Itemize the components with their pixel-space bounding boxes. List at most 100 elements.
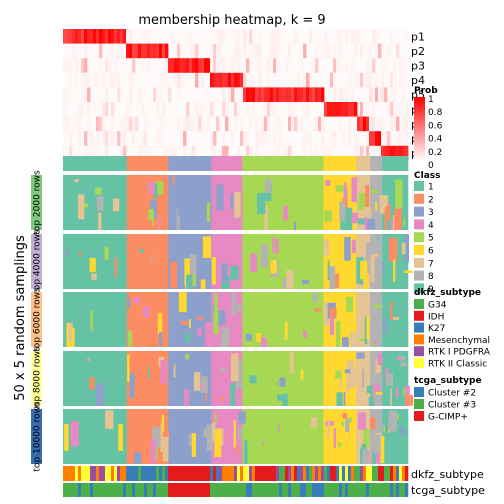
prob-cell	[261, 87, 265, 102]
tcga-mark	[261, 483, 265, 497]
dkfz-mark	[132, 466, 136, 481]
dkfz-legend-swatch	[414, 310, 424, 321]
prob-cell	[201, 58, 205, 73]
prob-cell	[330, 145, 334, 161]
sampling-noise	[230, 193, 234, 210]
prob-cell	[114, 72, 118, 88]
tcga-bar-label: tcga_subtype	[411, 484, 485, 497]
dkfz-legend-label: Mesenchymal	[428, 336, 490, 346]
prob-cell	[69, 29, 73, 44]
prob-cell	[384, 145, 388, 161]
prob-cell	[75, 72, 79, 88]
prob-cell	[390, 145, 394, 161]
tcga-mark	[186, 483, 190, 497]
dkfz-mark	[258, 466, 262, 481]
prob-cell	[270, 87, 274, 102]
prob-cell	[66, 87, 70, 102]
dkfz-mark	[177, 466, 181, 481]
prob-cell	[234, 116, 238, 132]
tcga-mark	[63, 483, 67, 497]
prob-cell	[96, 116, 100, 132]
sampling-noise	[370, 316, 379, 342]
sampling-noise	[129, 373, 135, 398]
sampling-noise	[375, 359, 381, 373]
tcga-mark	[351, 483, 355, 497]
prob-cell	[237, 43, 241, 59]
prob-cell	[195, 58, 199, 73]
class-segment-7	[356, 156, 371, 171]
sampling-noise	[161, 414, 165, 436]
sampling-noise	[358, 218, 366, 225]
sampling-noise	[386, 203, 391, 221]
sampling-noise	[152, 427, 161, 448]
prob-cell	[78, 102, 82, 117]
prob-cell	[111, 43, 115, 59]
sampling-noise	[214, 412, 217, 425]
prob-cell	[117, 29, 121, 44]
sampling-noise	[351, 239, 356, 254]
prob-cell	[255, 43, 259, 59]
prob-cell	[357, 116, 361, 132]
prob-cell	[279, 116, 283, 132]
dkfz-mark	[369, 466, 373, 481]
dkfz-mark	[228, 466, 232, 481]
prob-cell	[246, 58, 250, 73]
prob-cell	[216, 43, 220, 59]
prob-cell	[87, 29, 91, 44]
dkfz-mark	[204, 466, 208, 481]
prob-cell	[303, 72, 307, 88]
sampling-noise	[358, 193, 367, 211]
dkfz-mark	[384, 466, 388, 481]
prob-cell	[111, 131, 115, 146]
prob-cell	[249, 29, 253, 44]
prob-cell	[102, 131, 106, 146]
tcga-mark	[354, 483, 358, 497]
sampling-noise	[235, 446, 239, 455]
prob-cell	[363, 116, 367, 132]
prob-cell	[135, 116, 139, 132]
prob-cell	[243, 72, 247, 88]
prob-cell	[384, 87, 388, 102]
prob-cell	[387, 43, 391, 59]
prob-cell	[237, 87, 241, 102]
prob-cell	[336, 29, 340, 44]
prob-cell	[333, 72, 337, 88]
prob-cell	[237, 58, 241, 73]
prob-tick-label: 0.2	[428, 148, 442, 158]
sampling-noise	[98, 212, 102, 230]
prob-cell	[390, 29, 394, 44]
prob-row-label: p1	[411, 30, 425, 43]
prob-cell	[291, 87, 295, 102]
sampling-noise	[345, 417, 350, 442]
tcga-mark	[198, 483, 202, 497]
prob-cell	[351, 29, 355, 44]
prob-tick-label: 0.4	[428, 135, 443, 145]
prob-cell	[228, 72, 232, 88]
sampling-noise	[150, 439, 156, 464]
prob-cell	[396, 116, 400, 132]
prob-cell	[207, 116, 211, 132]
sampling-noise	[357, 294, 365, 314]
prob-cell	[219, 43, 223, 59]
prob-cell	[237, 145, 241, 161]
y-axis-label: 50 x 5 random samplings	[13, 235, 28, 401]
prob-cell	[210, 131, 214, 146]
prob-cell	[183, 116, 187, 132]
prob-cell	[159, 87, 163, 102]
prob-cell	[276, 116, 280, 132]
sampling-noise	[303, 330, 307, 338]
tcga-mark	[129, 483, 133, 497]
sampling-noise	[386, 198, 390, 201]
tcga-mark	[153, 483, 157, 497]
prob-cell	[159, 72, 163, 88]
sampling-noise	[111, 337, 120, 347]
prob-cell	[222, 29, 226, 44]
prob-cell	[165, 43, 169, 59]
sampling-noise	[155, 312, 163, 334]
dkfz-mark	[405, 466, 409, 481]
prob-cell	[222, 58, 226, 73]
prob-cell	[216, 116, 220, 132]
dkfz-mark	[348, 466, 352, 481]
prob-cell	[369, 43, 373, 59]
sampling-noise	[234, 191, 241, 218]
